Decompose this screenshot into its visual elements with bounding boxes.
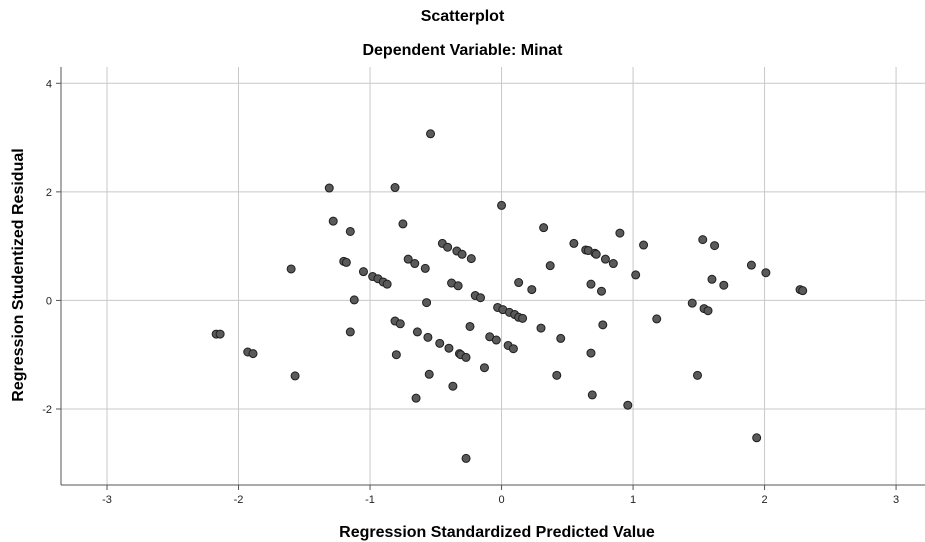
data-point bbox=[752, 433, 762, 443]
data-point bbox=[536, 323, 546, 333]
x-tick-label: 2 bbox=[761, 494, 767, 506]
data-point bbox=[698, 235, 708, 245]
data-point bbox=[479, 363, 489, 373]
data-point bbox=[598, 320, 608, 330]
data-point bbox=[552, 370, 562, 380]
data-point bbox=[453, 281, 463, 291]
y-tick-label: 2 bbox=[46, 187, 52, 199]
data-point bbox=[508, 344, 518, 354]
data-point bbox=[349, 295, 359, 305]
data-point bbox=[461, 352, 471, 362]
data-point bbox=[587, 390, 597, 400]
data-point bbox=[591, 249, 601, 259]
data-point bbox=[569, 238, 579, 248]
data-point bbox=[420, 263, 430, 273]
data-point bbox=[457, 249, 467, 259]
data-point bbox=[424, 369, 434, 379]
data-point bbox=[539, 223, 549, 233]
data-point bbox=[286, 264, 296, 274]
x-axis-title: Regression Standardized Predicted Value bbox=[339, 524, 655, 541]
data-point bbox=[761, 268, 771, 278]
y-tick-label: 4 bbox=[46, 78, 52, 90]
y-tick-label: -2 bbox=[42, 404, 52, 416]
data-point bbox=[798, 286, 808, 296]
data-point bbox=[345, 226, 355, 236]
data-point bbox=[491, 335, 501, 345]
data-point bbox=[631, 270, 641, 280]
data-point bbox=[707, 274, 717, 284]
data-point bbox=[411, 393, 421, 403]
data-point bbox=[746, 260, 756, 270]
data-point bbox=[215, 329, 225, 339]
x-tick-label: -3 bbox=[102, 494, 112, 506]
data-point bbox=[358, 267, 368, 277]
data-point bbox=[465, 321, 475, 331]
data-point bbox=[466, 254, 476, 264]
x-tick-label: 3 bbox=[893, 494, 899, 506]
data-point bbox=[615, 228, 625, 238]
data-point bbox=[324, 183, 334, 193]
data-point bbox=[410, 259, 420, 269]
data-point bbox=[423, 332, 433, 342]
data-point bbox=[600, 254, 610, 264]
data-point bbox=[395, 319, 405, 329]
axes: -3 -2 -1 0 1 2 3 -2 0 2 4 bbox=[42, 67, 925, 506]
data-point bbox=[461, 453, 471, 463]
data-point bbox=[710, 241, 720, 251]
data-point bbox=[290, 371, 300, 381]
data-point bbox=[328, 216, 338, 226]
data-point bbox=[545, 261, 555, 271]
data-point bbox=[391, 350, 401, 360]
data-point bbox=[586, 348, 596, 358]
data-point bbox=[476, 293, 486, 303]
data-point bbox=[692, 370, 702, 380]
data-point bbox=[448, 381, 458, 391]
x-tick-label: -1 bbox=[365, 494, 375, 506]
data-point bbox=[527, 285, 537, 295]
y-axis-title: Regression Studentized Residual bbox=[10, 148, 27, 401]
data-point bbox=[623, 400, 633, 410]
chart-subtitle: Dependent Variable: Minat bbox=[362, 42, 563, 59]
data-point bbox=[412, 327, 422, 337]
data-point bbox=[390, 183, 400, 193]
chart-title: Scatterplot bbox=[420, 8, 505, 25]
data-point bbox=[382, 279, 392, 289]
data-point bbox=[398, 219, 408, 229]
x-tick-label: -2 bbox=[234, 494, 244, 506]
data-point bbox=[435, 338, 445, 348]
data-point bbox=[596, 286, 606, 296]
data-point bbox=[403, 254, 413, 264]
data-point bbox=[652, 314, 662, 324]
data-point bbox=[345, 327, 355, 337]
y-tick-label: 0 bbox=[46, 295, 52, 307]
data-point bbox=[556, 333, 566, 343]
data-point bbox=[703, 306, 713, 316]
data-point bbox=[639, 240, 649, 250]
data-point bbox=[248, 349, 258, 359]
data-point bbox=[608, 259, 618, 269]
data-point bbox=[444, 343, 454, 353]
data-point bbox=[497, 200, 507, 210]
data-point bbox=[341, 257, 351, 267]
x-tick-label: 0 bbox=[498, 494, 504, 506]
x-tick-label: 1 bbox=[630, 494, 636, 506]
data-point bbox=[422, 298, 432, 308]
data-points bbox=[211, 129, 808, 463]
data-point bbox=[443, 242, 453, 252]
data-point bbox=[514, 278, 524, 288]
grid-lines bbox=[61, 67, 925, 485]
data-point bbox=[687, 298, 697, 308]
data-point bbox=[518, 313, 528, 323]
data-point bbox=[719, 280, 729, 290]
data-point bbox=[426, 129, 436, 139]
data-point bbox=[586, 279, 596, 289]
